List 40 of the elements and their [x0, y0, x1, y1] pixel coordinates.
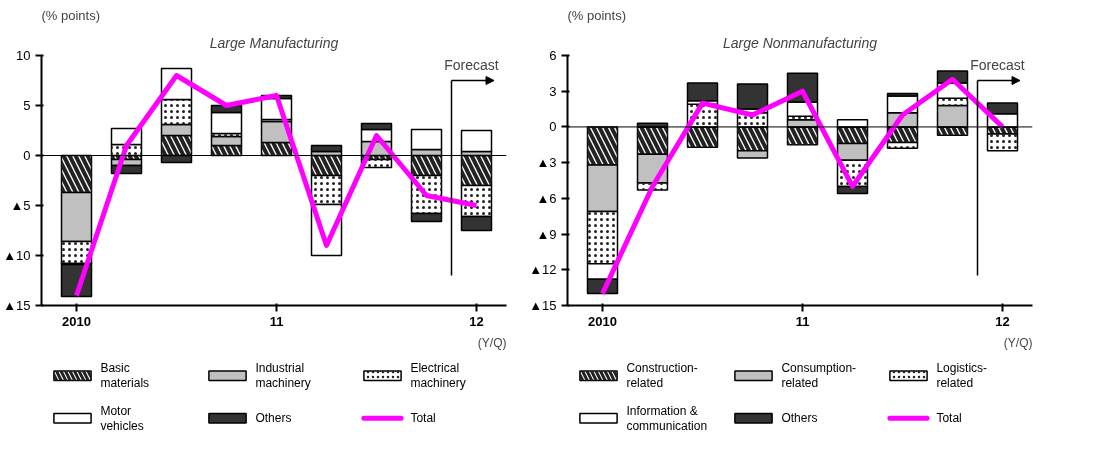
y-tick-label: ▲15 — [3, 298, 31, 313]
annotation: Forecast — [970, 56, 1025, 73]
y-axis-title: (% points) — [567, 7, 627, 23]
x-axis-title: (Y/Q) — [1003, 335, 1033, 350]
x-tick-label: 2010 — [588, 313, 617, 329]
x-axis-title: (Y/Q) — [477, 335, 507, 350]
chart-title: Large Manufacturing — [209, 34, 339, 51]
y-tick-label: ▲9 — [536, 226, 557, 242]
y-tick-label: 6 — [549, 48, 557, 63]
y-tick-label: ▲10 — [3, 248, 31, 263]
legend-label: Basic materials — [100, 361, 150, 391]
y-tick-label: ▲5 — [10, 198, 31, 213]
x-tick-label: 11 — [795, 313, 810, 329]
x-tick-label: 2010 — [62, 313, 91, 329]
chart-title: Large Nonmanufacturing — [722, 34, 878, 51]
legend-label: Total — [410, 411, 436, 426]
y-tick-label: ▲6 — [536, 190, 557, 206]
legend-label: Others — [781, 411, 818, 426]
y-tick-label: 0 — [549, 119, 557, 135]
legend-label: Construction-related — [626, 361, 698, 391]
legend-label: Logistics-related — [936, 361, 988, 391]
y-axis-title: (% points) — [41, 7, 101, 23]
y-tick-label: 5 — [23, 98, 31, 113]
legend-label: Industrial machinery — [255, 361, 311, 391]
x-tick-label: 11 — [269, 313, 284, 329]
y-tick-label: 3 — [549, 83, 557, 99]
legend-label: Information & communication — [626, 403, 708, 433]
legend-label: Total — [936, 411, 962, 426]
legend-label: Others — [255, 411, 292, 426]
y-tick-label: ▲3 — [536, 155, 557, 171]
annotation: Forecast — [444, 56, 499, 73]
y-tick-label: 10 — [16, 48, 31, 63]
legend-label: Electrical machinery — [410, 361, 466, 391]
legend-label: Consumption-related — [781, 361, 857, 391]
legend-label: Motor vehicles — [100, 403, 144, 433]
y-tick-label: 0 — [23, 148, 31, 163]
y-tick-label: ▲12 — [529, 262, 557, 278]
y-tick-label: ▲15 — [529, 298, 557, 313]
x-tick-label: 12 — [995, 313, 1010, 329]
x-tick-label: 12 — [469, 313, 484, 329]
